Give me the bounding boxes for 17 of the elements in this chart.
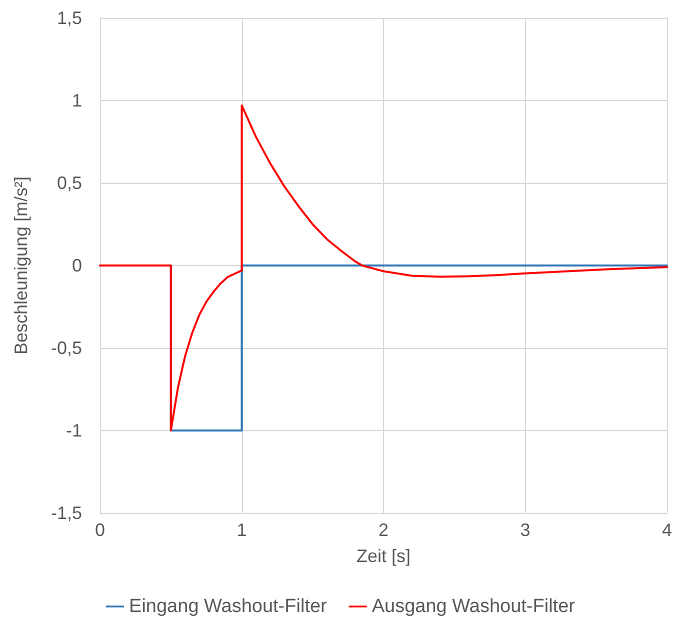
x-tick-label: 0 xyxy=(94,520,106,540)
y-tick-label: -1 xyxy=(66,420,82,440)
y-tick-label: 0,5 xyxy=(56,173,82,193)
line-series xyxy=(99,104,668,432)
legend-label: Eingang Washout-Filter xyxy=(129,596,328,617)
y-tick-label: -0,5 xyxy=(50,338,82,358)
y-tick-label: 1 xyxy=(72,90,82,110)
x-tick-label: 1 xyxy=(236,520,247,540)
x-tick-label: 4 xyxy=(662,520,672,540)
y-tick-label: 1,5 xyxy=(56,8,82,28)
x-tick-label: 2 xyxy=(378,520,389,540)
legend-label: Ausgang Washout-Filter xyxy=(372,596,576,617)
y-tick-label: -1,5 xyxy=(50,503,82,523)
x-axis-title: Zeit [s] xyxy=(356,546,411,566)
y-tick-label: 0 xyxy=(72,256,82,276)
x-tick-label: 3 xyxy=(520,520,530,540)
y-axis-title: Beschleunigung [m/s²] xyxy=(11,176,31,355)
